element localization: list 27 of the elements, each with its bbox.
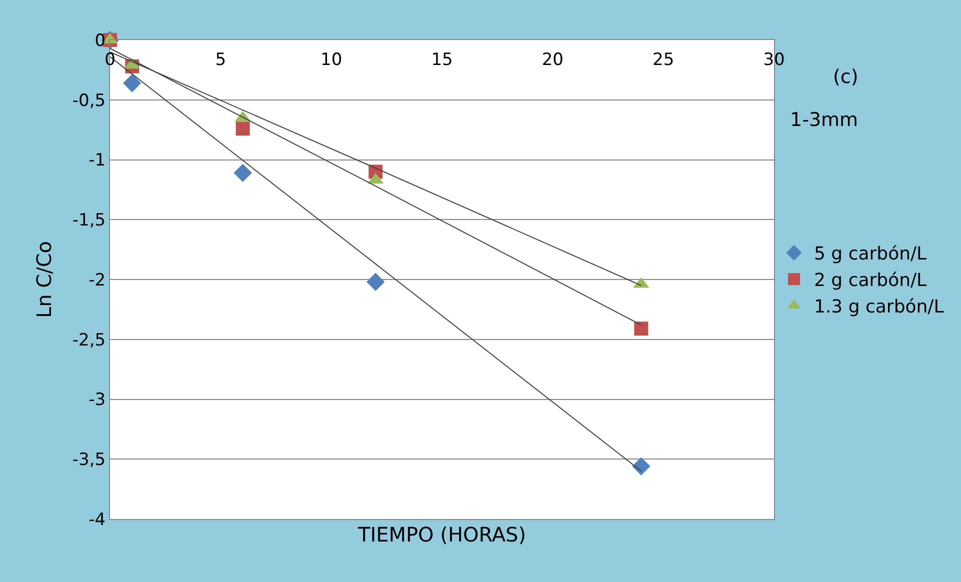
y-tick-label: -2,5 <box>72 330 106 350</box>
y-tick-label: -1 <box>88 150 106 171</box>
y-tick-label: -3 <box>88 390 106 410</box>
y-tick-label: -1,5 <box>72 210 106 231</box>
legend-label: 2 g carbón/L <box>814 270 927 292</box>
legend-label: 5 g carbón/L <box>814 244 927 265</box>
x-tick-label: 15 <box>431 50 453 70</box>
text: (c) <box>833 66 858 88</box>
x-tick-label: 30 <box>763 50 785 70</box>
x-tick-label: 20 <box>542 50 564 70</box>
y-tick-label: -2 <box>88 270 106 290</box>
legend-label: 1.3 g carbón/L <box>814 296 944 318</box>
x-tick-label: 5 <box>215 50 226 70</box>
y-tick-label: -4 <box>88 510 106 530</box>
y-axis-title: Ln C/Co <box>32 240 56 318</box>
x-axis-title: TIEMPO (HORAS) <box>356 522 526 546</box>
y-tick-label: -0,5 <box>72 90 106 111</box>
point <box>366 272 385 291</box>
x-tick-label: 25 <box>652 50 674 70</box>
x-tick-label: 10 <box>320 50 342 70</box>
text: 1-3mm <box>790 109 858 131</box>
point <box>632 457 650 476</box>
point <box>634 322 648 336</box>
y-tick-label: -3,5 <box>72 450 106 470</box>
point <box>236 122 250 136</box>
point <box>234 164 252 182</box>
point <box>123 74 142 92</box>
